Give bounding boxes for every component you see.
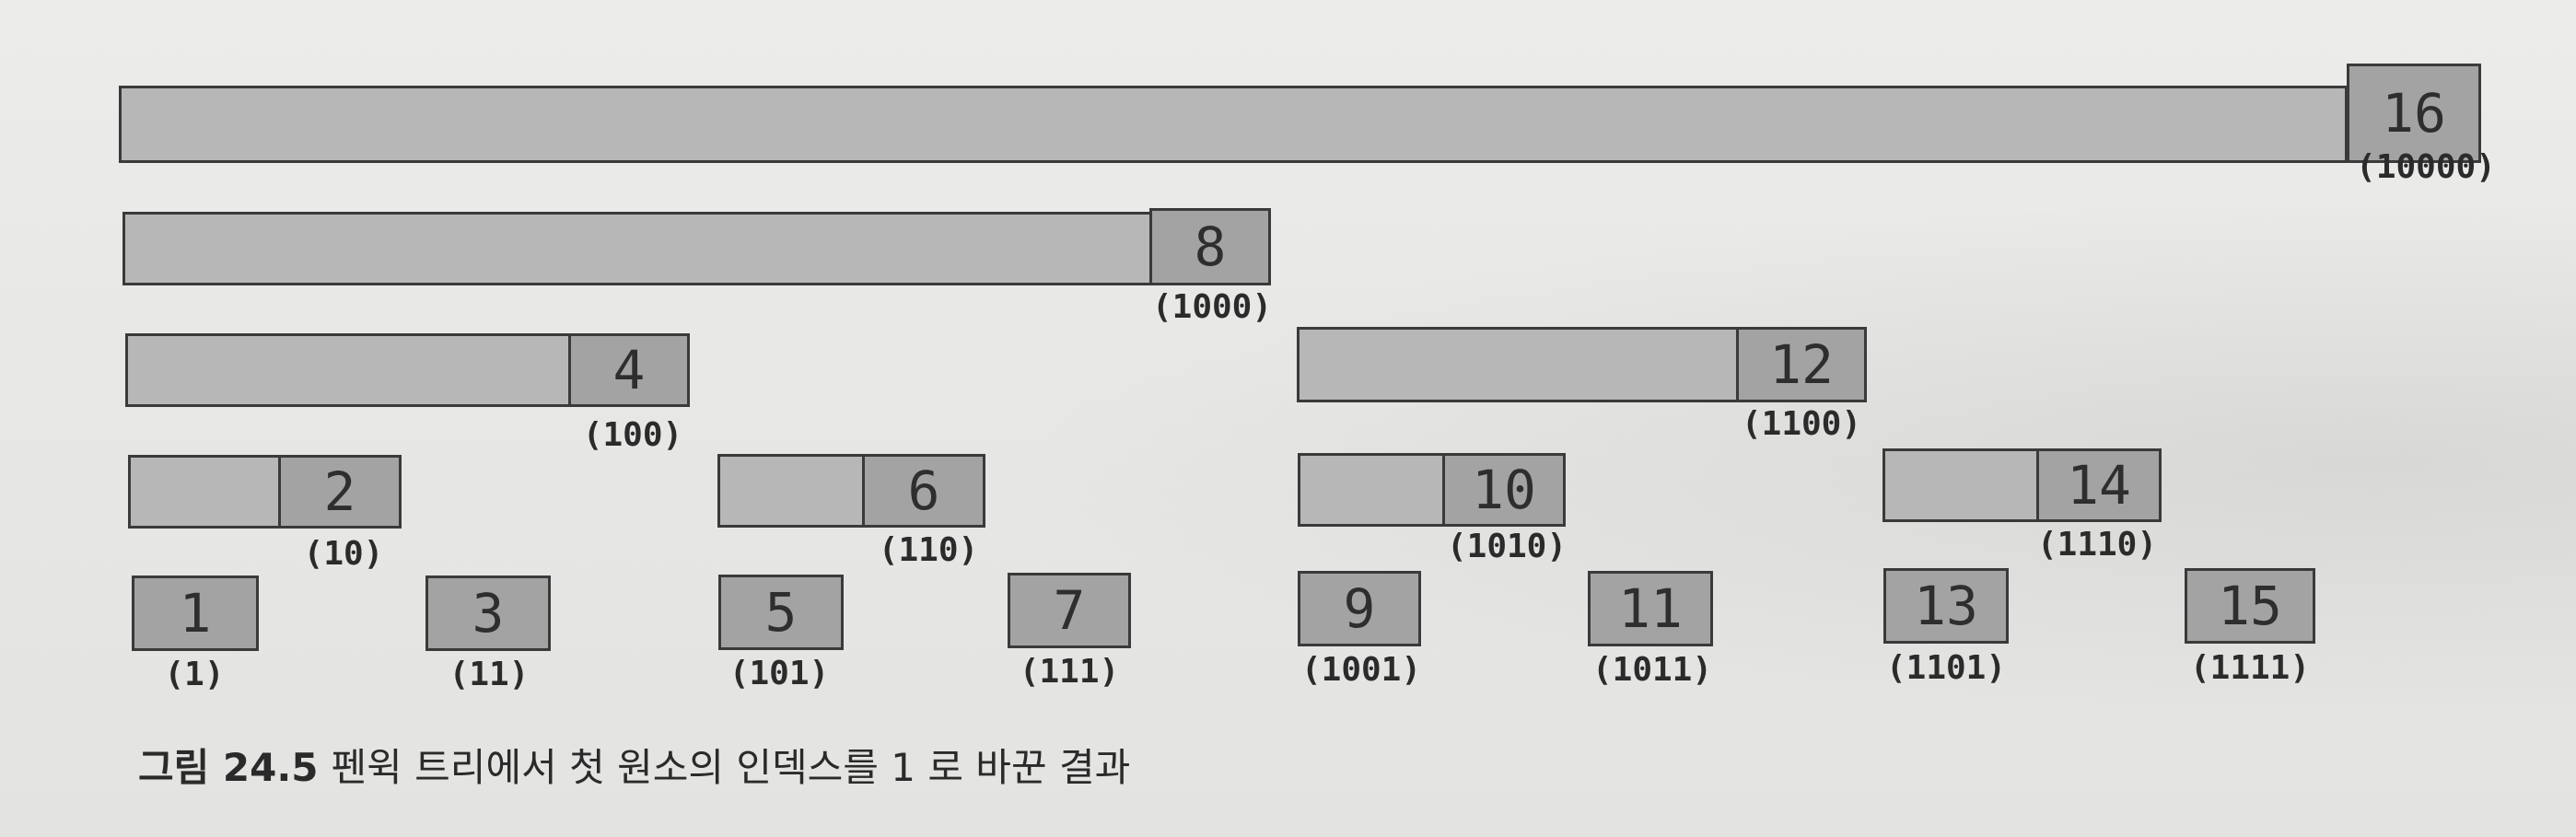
- binary-label-4: (100): [582, 416, 683, 454]
- node-4: 4: [568, 333, 690, 407]
- node-10: 10: [1442, 453, 1566, 527]
- binary-label-8: (1000): [1151, 288, 1273, 326]
- node-14: 14: [2036, 448, 2162, 522]
- binary-label-9: (1001): [1300, 651, 1422, 689]
- node-9: 9: [1298, 571, 1421, 646]
- binary-label-3: (11): [449, 656, 530, 693]
- range-bar-16: [119, 86, 2348, 163]
- node-8: 8: [1149, 208, 1271, 285]
- figure-caption: 그림 24.5 펜윅 트리에서 첫 원소의 인덱스를 1 로 바꾼 결과: [138, 737, 1130, 793]
- range-bar-2: [128, 455, 281, 529]
- range-bar-6: [717, 454, 865, 528]
- binary-label-16: (10000): [2356, 148, 2496, 186]
- range-bar-4: [125, 333, 571, 407]
- node-5: 5: [718, 575, 844, 650]
- binary-label-12: (1100): [1741, 405, 1862, 443]
- range-bar-10: [1298, 453, 1445, 527]
- binary-label-15: (1111): [2189, 649, 2311, 687]
- binary-label-13: (1101): [1885, 649, 2007, 687]
- node-13: 13: [1883, 568, 2009, 644]
- node-3: 3: [425, 575, 551, 651]
- node-12: 12: [1736, 327, 1867, 402]
- binary-label-6: (110): [878, 531, 979, 569]
- range-bar-14: [1882, 448, 2039, 522]
- node-16: 16: [2347, 64, 2481, 163]
- node-7: 7: [1008, 573, 1131, 648]
- node-1: 1: [132, 575, 259, 651]
- node-6: 6: [862, 454, 985, 528]
- binary-label-2: (10): [303, 535, 384, 573]
- binary-label-5: (101): [729, 655, 830, 692]
- node-15: 15: [2185, 568, 2315, 644]
- binary-label-11: (1011): [1591, 651, 1713, 689]
- binary-label-14: (1110): [2036, 526, 2158, 564]
- binary-label-10: (1010): [1446, 528, 1568, 565]
- range-bar-8: [122, 212, 1152, 285]
- binary-label-7: (111): [1019, 653, 1120, 691]
- range-bar-12: [1297, 327, 1739, 402]
- node-11: 11: [1588, 571, 1713, 646]
- figure-number: 그림 24.5: [138, 745, 319, 790]
- node-2: 2: [278, 455, 402, 529]
- binary-label-1: (1): [164, 656, 225, 693]
- figure-caption-text: 펜윅 트리에서 첫 원소의 인덱스를 1 로 바꾼 결과: [331, 745, 1131, 790]
